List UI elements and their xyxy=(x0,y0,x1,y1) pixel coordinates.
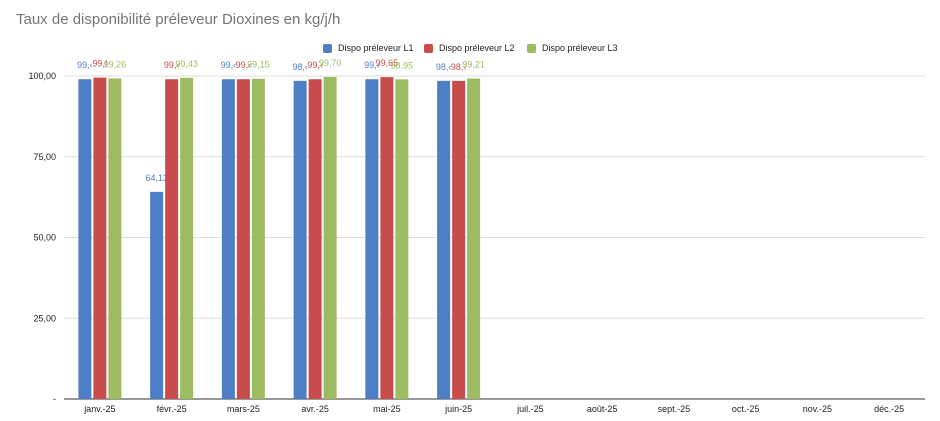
bar-1 xyxy=(437,80,451,399)
data-label: 98,95 xyxy=(391,60,414,70)
bar-2 xyxy=(93,77,107,400)
data-label: 99,! xyxy=(92,59,107,69)
x-tick-label: juin-25 xyxy=(444,404,472,414)
bar-2 xyxy=(308,79,322,399)
data-label: 99,‹ xyxy=(236,60,252,70)
data-label: 99,‹ xyxy=(307,60,323,70)
legend-swatch-l3 xyxy=(527,43,536,53)
data-label: 64,13 xyxy=(145,173,168,183)
chart-title: Taux de disponibilité préleveur Dioxines… xyxy=(16,11,341,28)
bar-1 xyxy=(365,79,379,399)
x-tick-label: oct.-25 xyxy=(732,404,760,414)
data-label: 99,26 xyxy=(104,59,127,69)
bar-3 xyxy=(395,79,409,399)
bar-2 xyxy=(452,80,466,399)
legend-item-l3[interactable]: Dispo préleveur L3 xyxy=(527,43,618,53)
x-tick-label: avr.-25 xyxy=(301,404,329,414)
data-label: 99,70 xyxy=(319,58,342,68)
data-label: 98,‹ xyxy=(292,62,308,72)
bar-3 xyxy=(323,76,337,400)
data-label: 99,43 xyxy=(175,59,198,69)
bar-2 xyxy=(165,79,179,399)
x-tick-label: mai-25 xyxy=(373,404,401,414)
x-tick-label: févr.-25 xyxy=(157,404,187,414)
y-tick-label: 25,00 xyxy=(33,313,56,323)
legend-swatch-l1 xyxy=(323,43,332,53)
legend-label-l2: Dispo préleveur L2 xyxy=(439,43,515,53)
data-label: 99,‹ xyxy=(164,60,180,70)
y-tick-label: 75,00 xyxy=(33,152,56,162)
data-label: 99,15 xyxy=(247,60,270,70)
x-tick-label: nov.-25 xyxy=(803,404,832,414)
x-tick-label: août-25 xyxy=(587,404,618,414)
legend: Dispo préleveur L1 Dispo préleveur L2 Di… xyxy=(0,43,940,59)
y-tick-label: 100,00 xyxy=(28,71,56,81)
x-tick-label: mars-25 xyxy=(227,404,260,414)
data-label: 99,‹ xyxy=(364,60,380,70)
bar-1 xyxy=(221,79,235,399)
data-label: 99,‹ xyxy=(221,60,237,70)
bar-1 xyxy=(78,79,92,399)
bar-2 xyxy=(236,79,250,399)
legend-label-l3: Dispo préleveur L3 xyxy=(542,43,618,53)
bar-3 xyxy=(180,77,194,400)
bar-1 xyxy=(293,80,307,399)
x-tick-label: sept.-25 xyxy=(658,404,691,414)
bar-3 xyxy=(108,78,122,399)
x-tick-label: déc.-25 xyxy=(874,404,904,414)
x-tick-label: juil.-25 xyxy=(516,404,544,414)
legend-swatch-l2 xyxy=(424,43,433,53)
data-label: 99,65 xyxy=(376,58,399,68)
y-tick-label: - xyxy=(53,394,56,404)
x-tick-label: janv.-25 xyxy=(83,404,115,414)
legend-label-l1: Dispo préleveur L1 xyxy=(338,43,414,53)
data-label: 99,21 xyxy=(462,60,485,70)
legend-item-l2[interactable]: Dispo préleveur L2 xyxy=(424,43,515,53)
y-tick-label: 50,00 xyxy=(33,233,56,243)
bar-3 xyxy=(251,78,265,400)
data-label: 99,‹ xyxy=(77,60,93,70)
legend-item-l1[interactable]: Dispo préleveur L1 xyxy=(323,43,414,53)
bar-1 xyxy=(150,191,164,399)
bar-3 xyxy=(467,78,481,399)
data-label: 98,‹ xyxy=(451,62,467,72)
bar-2 xyxy=(380,77,394,400)
data-label: 98,‹ xyxy=(436,62,452,72)
